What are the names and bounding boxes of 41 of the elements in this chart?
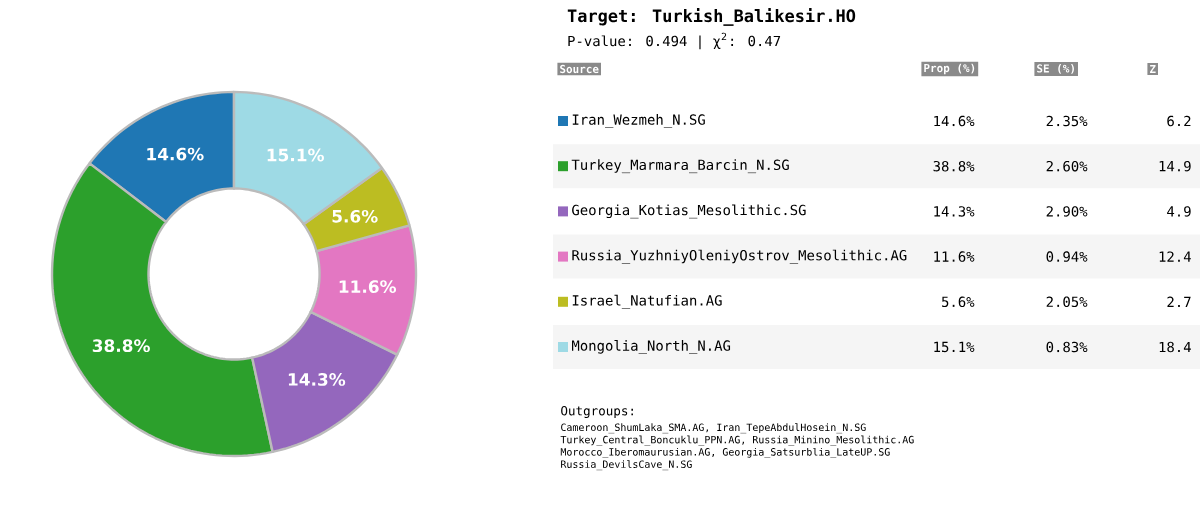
text: Source xyxy=(560,64,599,74)
text: 0.83% xyxy=(1046,341,1088,353)
text: 2.90% xyxy=(1046,206,1088,217)
text: Z xyxy=(1150,64,1156,73)
legend-label: Turkey_Marmara_Barcin_N.SG xyxy=(571,159,789,174)
text: SE (%) xyxy=(1037,64,1074,74)
legend-label: Russia_YuzhniyOleniyOstrov_Mesolithic.AG xyxy=(572,249,907,264)
text: 11.6% xyxy=(934,251,975,262)
text: 2.35% xyxy=(1046,115,1088,127)
text: 2.05% xyxy=(1046,296,1088,308)
text: 14.6% xyxy=(934,115,975,127)
text: Russia_DevilsCave_N.SG xyxy=(561,460,692,471)
data-label: 14.6% xyxy=(147,147,204,161)
legend-label: Georgia_Kotias_Mesolithic.SG xyxy=(572,204,806,219)
text: Morocco_Iberomaurusian.AG, Georgia_Satsurblia_LateUP.SG xyxy=(560,447,890,458)
text: 14.9 xyxy=(1159,160,1191,172)
text: 2.60% xyxy=(1046,160,1088,172)
text: 15.1% xyxy=(934,341,975,353)
legend-label: Israel_Natufian.AG xyxy=(572,294,722,309)
text: Cameroon_ShumLaka_SMA.AG, Iran_TepeAbdulHosein_N.SG xyxy=(561,423,866,434)
text: Outgroups: xyxy=(561,405,633,418)
text: 0.94% xyxy=(1046,251,1088,262)
text: 14.3% xyxy=(934,206,975,217)
legend-label: Mongolia_North_N.AG xyxy=(572,340,731,354)
data-label: 14.3% xyxy=(288,373,346,386)
text: 12.4 xyxy=(1159,251,1191,262)
text: 5.6% xyxy=(941,296,975,308)
data-label: 38.8% xyxy=(92,339,150,353)
data-label: 11.6% xyxy=(339,280,397,294)
chart-title: Target: Turkish_Balikesir.HO xyxy=(567,8,856,26)
text: Turkey_Central_Boncuklu_PPN.AG, Russia_Minino_Mesolithic.AG xyxy=(560,435,914,446)
text: 18.4 xyxy=(1159,341,1191,353)
data-label: 15.1% xyxy=(267,148,324,162)
data-label: 5.6% xyxy=(332,209,378,223)
text: 2.7 xyxy=(1167,296,1191,307)
text: 6.2 xyxy=(1167,115,1191,127)
chart-subtitle: P-value: 0.494 | χ$^{2}$: 0.47 xyxy=(568,32,781,50)
text: 38.8% xyxy=(933,160,975,172)
text: 4.9 xyxy=(1167,206,1191,217)
text: Prop (%) xyxy=(924,63,975,75)
legend-label: Iran_Wezmeh_N.SG xyxy=(572,114,705,128)
